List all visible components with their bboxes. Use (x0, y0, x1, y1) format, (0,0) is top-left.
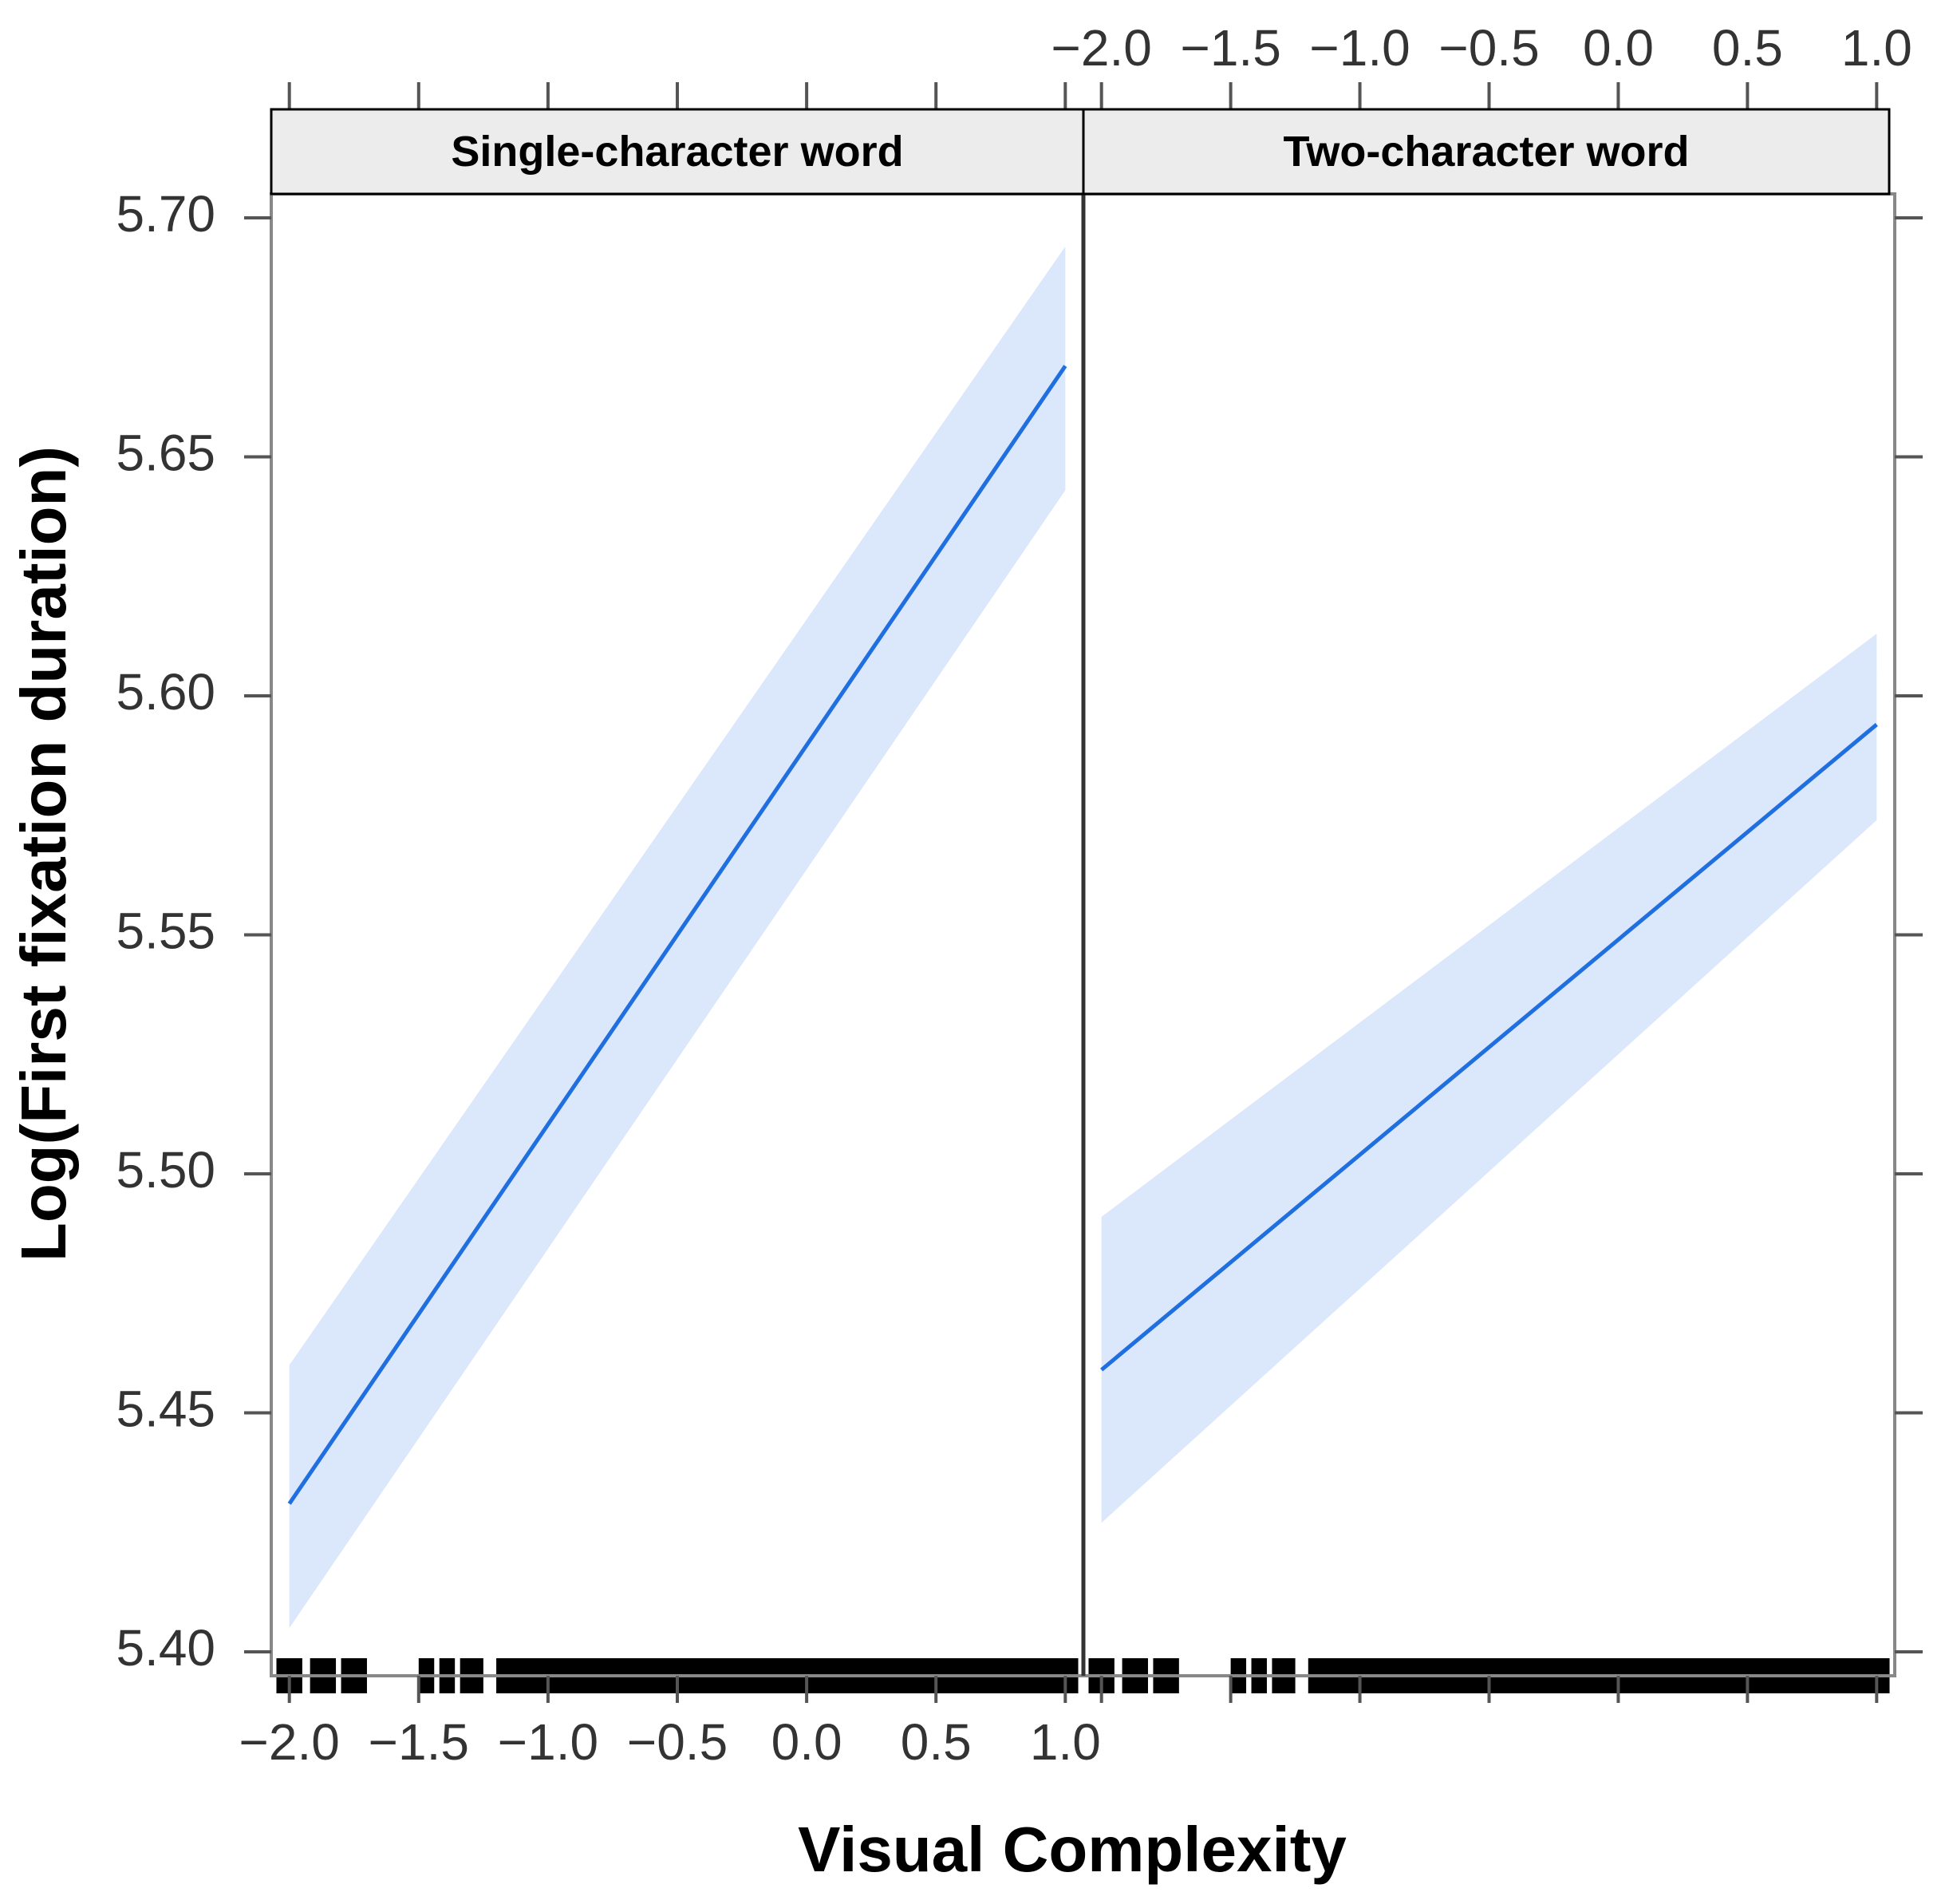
y-tick-label-5: 5.65 (116, 424, 215, 481)
strip-left (270, 108, 1085, 196)
ci-band-2 (1101, 634, 1877, 1523)
x-bottom-tick-label-4: 0.0 (771, 1713, 842, 1771)
x-bottom-tick-label-6: 1.0 (1030, 1713, 1101, 1771)
y-tick-label-4: 5.60 (116, 663, 215, 721)
strip-label-right: Two-character word (1283, 128, 1689, 176)
x-top-tick-label-0: −2.0 (1051, 19, 1152, 77)
fit-line-2 (1100, 723, 1878, 1372)
x-top-tick-label-5: 0.5 (1712, 19, 1783, 77)
x-top-tick-label-2: −1.0 (1309, 19, 1410, 77)
fit-line-1 (287, 365, 1067, 1505)
axis-ticks (244, 82, 1923, 1703)
y-tick-label-1: 5.45 (116, 1380, 215, 1437)
x-bottom-tick-label-0: −2.0 (239, 1713, 340, 1771)
x-top-tick-label-4: 0.0 (1583, 19, 1654, 77)
y-tick-label-6: 5.70 (116, 185, 215, 243)
y-axis-title: Log(First fixation duration) (8, 446, 79, 1262)
y-tick-label-3: 5.55 (116, 902, 215, 959)
strip-label-left: Single-character word (451, 128, 903, 176)
x-top-tick-label-6: 1.0 (1841, 19, 1912, 77)
y-tick-label-0: 5.40 (116, 1619, 215, 1677)
x-top-tick-label-3: −0.5 (1438, 19, 1539, 77)
x-bottom-tick-label-2: −1.0 (498, 1713, 598, 1771)
strip-right (1082, 108, 1891, 196)
x-axis-title: Visual Complexity (798, 1814, 1347, 1885)
x-bottom-tick-label-1: −1.5 (369, 1713, 469, 1771)
x-bottom-tick-label-5: 0.5 (901, 1713, 972, 1771)
y-tick-label-2: 5.50 (116, 1141, 215, 1199)
x-bottom-tick-label-3: −0.5 (627, 1713, 728, 1771)
fit-lines (287, 365, 1878, 1505)
x-top-tick-label-1: −1.5 (1180, 19, 1280, 77)
